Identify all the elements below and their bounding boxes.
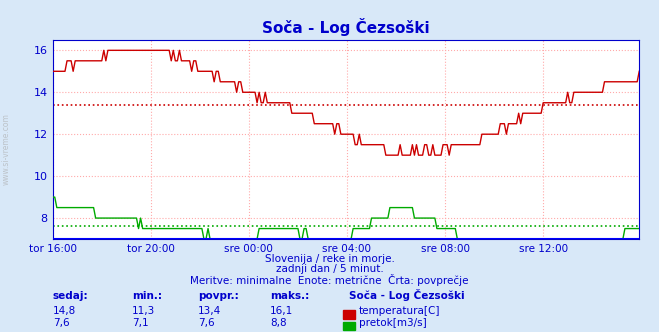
Text: temperatura[C]: temperatura[C] (359, 306, 441, 316)
Text: Slovenija / reke in morje.: Slovenija / reke in morje. (264, 254, 395, 264)
Text: 7,6: 7,6 (198, 318, 214, 328)
Text: 7,1: 7,1 (132, 318, 148, 328)
Text: povpr.:: povpr.: (198, 291, 239, 301)
Text: 7,6: 7,6 (53, 318, 69, 328)
Text: 14,8: 14,8 (53, 306, 76, 316)
Text: 13,4: 13,4 (198, 306, 221, 316)
Text: www.si-vreme.com: www.si-vreme.com (2, 114, 11, 185)
Text: Soča - Log Čezsoški: Soča - Log Čezsoški (349, 289, 465, 301)
Text: maks.:: maks.: (270, 291, 310, 301)
Title: Soča - Log Čezsoški: Soča - Log Čezsoški (262, 18, 430, 36)
Text: min.:: min.: (132, 291, 162, 301)
Text: zadnji dan / 5 minut.: zadnji dan / 5 minut. (275, 264, 384, 274)
Text: 11,3: 11,3 (132, 306, 155, 316)
Text: 16,1: 16,1 (270, 306, 293, 316)
Text: pretok[m3/s]: pretok[m3/s] (359, 318, 427, 328)
Text: 8,8: 8,8 (270, 318, 287, 328)
Text: Meritve: minimalne  Enote: metrične  Črta: povprečje: Meritve: minimalne Enote: metrične Črta:… (190, 274, 469, 286)
Text: sedaj:: sedaj: (53, 291, 88, 301)
